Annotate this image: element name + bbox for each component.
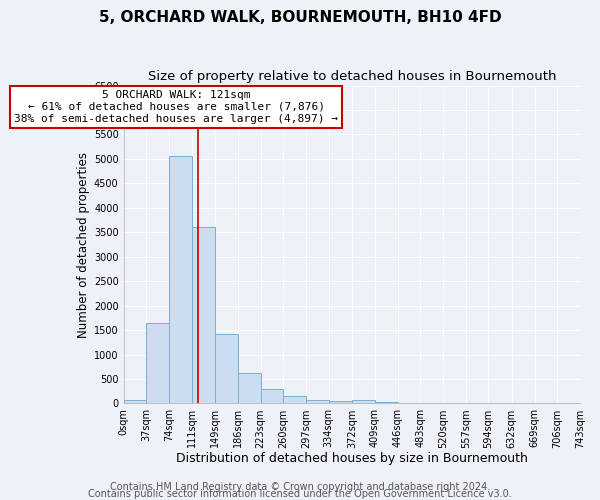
Bar [124,400,146,404]
Bar [375,402,398,404]
X-axis label: Distribution of detached houses by size in Bournemouth: Distribution of detached houses by size … [176,452,528,465]
Bar [260,389,283,404]
Bar [146,323,169,404]
Bar [329,401,352,404]
Text: 5, ORCHARD WALK, BOURNEMOUTH, BH10 4FD: 5, ORCHARD WALK, BOURNEMOUTH, BH10 4FD [98,10,502,25]
Bar [215,334,238,404]
Bar [192,228,215,404]
Text: Contains public sector information licensed under the Open Government Licence v3: Contains public sector information licen… [88,489,512,499]
Bar [169,156,192,404]
Bar [306,400,329,404]
Text: 5 ORCHARD WALK: 121sqm
← 61% of detached houses are smaller (7,876)
38% of semi-: 5 ORCHARD WALK: 121sqm ← 61% of detached… [14,90,338,124]
Text: Contains HM Land Registry data © Crown copyright and database right 2024.: Contains HM Land Registry data © Crown c… [110,482,490,492]
Title: Size of property relative to detached houses in Bournemouth: Size of property relative to detached ho… [148,70,556,83]
Bar [238,373,260,404]
Bar [283,396,306,404]
Y-axis label: Number of detached properties: Number of detached properties [77,152,90,338]
Bar [352,400,375,404]
